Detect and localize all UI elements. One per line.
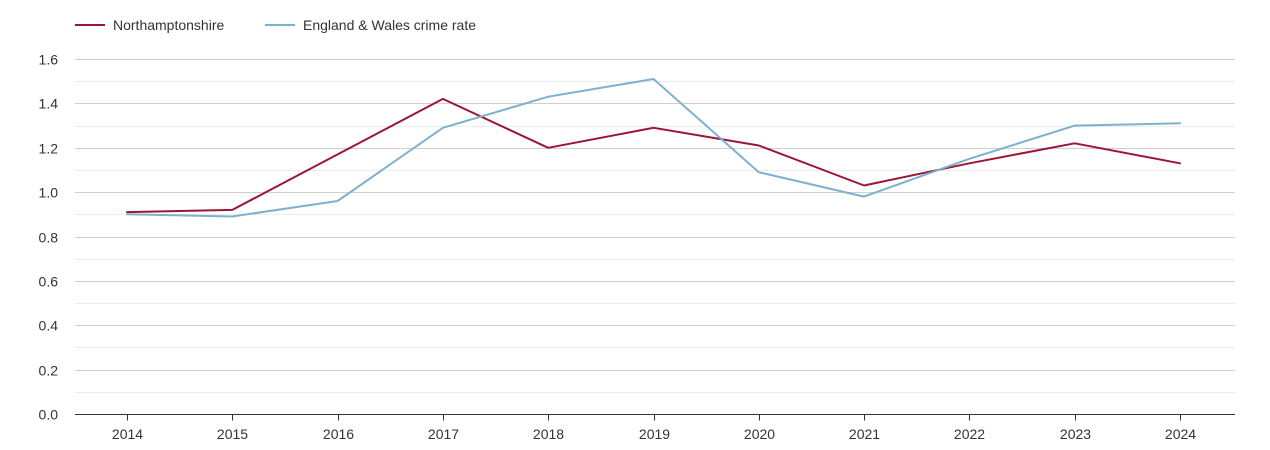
legend-label-england-wales: England & Wales crime rate xyxy=(303,17,476,33)
x-axis: 2014 2015 2016 2017 2018 2019 2020 2021 2022 2023… xyxy=(75,414,1235,442)
x-tick-label: 2021 xyxy=(849,426,880,442)
series-line-northamptonshire[interactable] xyxy=(126,97,1181,214)
x-tick-label: 2024 xyxy=(1165,426,1196,442)
legend-item-england-wales[interactable]: England & Wales crime rate xyxy=(265,17,476,33)
legend-label-northamptonshire: Northamptonshire xyxy=(113,17,224,33)
x-tick-label: 2017 xyxy=(428,426,459,442)
y-tick-label: 1.4 xyxy=(39,96,59,112)
series-line-england-wales[interactable] xyxy=(126,78,1181,218)
y-tick-label: 0.8 xyxy=(39,230,59,246)
x-tick-label: 2020 xyxy=(744,426,775,442)
x-tick-label: 2014 xyxy=(112,426,143,442)
y-tick-label: 1.6 xyxy=(39,52,59,68)
y-tick-label: 0.0 xyxy=(39,407,59,423)
y-tick-label: 0.6 xyxy=(39,274,59,290)
y-tick-label: 0.2 xyxy=(39,363,59,379)
legend-item-northamptonshire[interactable]: Northamptonshire xyxy=(75,17,224,33)
grid xyxy=(75,59,1235,393)
x-tick-label: 2022 xyxy=(954,426,985,442)
y-tick-label: 1.0 xyxy=(39,185,59,201)
y-axis: 0.0 0.2 0.4 0.6 0.8 1.0 1.2 1.4 1.6 xyxy=(39,52,59,423)
series-layer xyxy=(126,78,1181,218)
x-tick-label: 2018 xyxy=(533,426,564,442)
legend: Northamptonshire England & Wales crime r… xyxy=(75,17,476,33)
x-tick-label: 2019 xyxy=(639,426,670,442)
x-tick-label: 2015 xyxy=(217,426,248,442)
y-tick-label: 1.2 xyxy=(39,141,59,157)
x-tick-label: 2023 xyxy=(1060,426,1091,442)
x-tick-label: 2016 xyxy=(323,426,354,442)
y-tick-label: 0.4 xyxy=(39,318,59,334)
